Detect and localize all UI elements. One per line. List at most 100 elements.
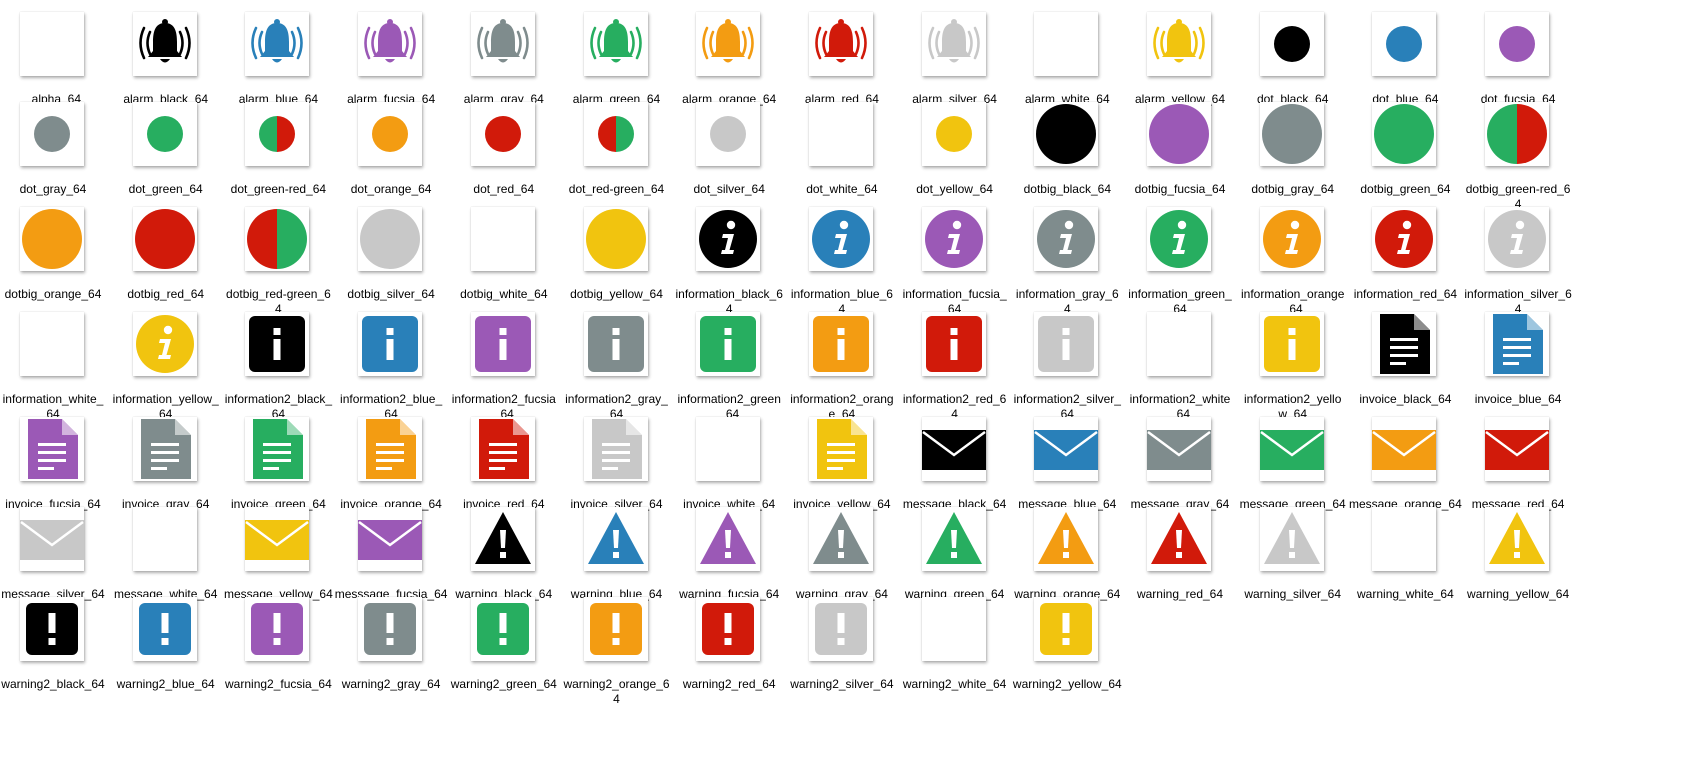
- information-square-icon: [696, 312, 761, 376]
- dot-icon: [1485, 12, 1550, 76]
- warning-square-icon: [132, 597, 197, 661]
- dot-icon: [696, 102, 761, 166]
- dot-icon: [132, 102, 197, 166]
- alarm-bell-icon: [470, 12, 535, 76]
- warning-square-icon: [921, 597, 986, 661]
- alarm-bell-icon: [132, 12, 197, 76]
- file-name-label: dot_green_64: [128, 182, 203, 196]
- information-circle-icon: [132, 312, 197, 376]
- dot-icon: [808, 102, 873, 166]
- invoice-document-icon: [1372, 312, 1437, 376]
- big-dot-icon: [358, 207, 423, 271]
- alarm-bell-icon: [583, 12, 648, 76]
- information-square-icon: [470, 312, 535, 376]
- warning-square-icon: [808, 597, 873, 661]
- file-name-label: information_silver_6 4: [1464, 287, 1572, 316]
- alarm-bell-icon: [921, 12, 986, 76]
- warning-triangle-icon: [1034, 507, 1099, 571]
- information-square-icon: [1259, 312, 1324, 376]
- file-name-label: warning_white_64: [1357, 587, 1454, 601]
- invoice-document-icon: [696, 417, 761, 481]
- information-circle-icon: [1485, 207, 1550, 271]
- alarm-bell-icon: [696, 12, 761, 76]
- alarm-bell-icon: [808, 12, 873, 76]
- warning-triangle-icon: [583, 507, 648, 571]
- file-name-label: warning2_green_64: [450, 677, 557, 691]
- big-dot-icon: [470, 207, 535, 271]
- warning-square-icon: [20, 597, 84, 661]
- file-name-label: dot_white_64: [806, 182, 878, 196]
- information-square-icon: [358, 312, 423, 376]
- file-name-label: dotbig_silver_64: [347, 287, 435, 301]
- big-dot-icon: [20, 207, 84, 271]
- warning-square-icon: [583, 597, 648, 661]
- invoice-document-icon: [245, 417, 310, 481]
- information-circle-icon: [1034, 207, 1099, 271]
- file-name-label: dotbig_gray_64: [1251, 182, 1335, 196]
- warning-triangle-icon: [1485, 507, 1550, 571]
- file-name-label: dotbig_white_64: [460, 287, 548, 301]
- file-name-label: warning2_silver_64: [790, 677, 894, 691]
- information-circle-icon: [808, 207, 873, 271]
- file-name-label: dot_gray_64: [19, 182, 87, 196]
- warning-triangle-icon: [1147, 507, 1211, 571]
- information-circle-icon: [696, 207, 761, 271]
- blank-icon: [20, 12, 84, 76]
- file-name-label: information_black_6 4: [675, 287, 783, 316]
- file-name-label: dotbig_red-green_6 4: [226, 287, 331, 316]
- warning-triangle-icon: [1259, 507, 1324, 571]
- message-envelope-icon: [921, 417, 986, 481]
- warning-square-icon: [358, 597, 423, 661]
- file-name-label: information_gray_6 4: [1015, 287, 1119, 316]
- file-name-label: dot_red_64: [473, 182, 535, 196]
- file-name-label: information_red_64: [1353, 287, 1458, 301]
- warning-square-icon: [696, 597, 761, 661]
- file-name-label: dotbig_red_64: [127, 287, 205, 301]
- message-envelope-icon: [132, 507, 197, 571]
- file-name-label: information2_red_6 4: [902, 392, 1007, 421]
- message-envelope-icon: [245, 507, 310, 571]
- invoice-document-icon: [358, 417, 423, 481]
- file-name-label: warning2_gray_64: [341, 677, 441, 691]
- file-name-label: dotbig_green-red_6 4: [1465, 182, 1571, 211]
- file-name-label: dotbig_yellow_64: [570, 287, 663, 301]
- big-dot-icon: [583, 207, 648, 271]
- dot-icon: [358, 102, 423, 166]
- file-name-label: warning2_white_64: [902, 677, 1007, 691]
- dot-icon: [1259, 12, 1324, 76]
- information-circle-icon: [921, 207, 986, 271]
- big-dot-icon: [1034, 102, 1099, 166]
- file-name-label: dot_silver_64: [693, 182, 765, 196]
- warning-square-icon: [1034, 597, 1099, 661]
- warning-triangle-icon: [808, 507, 873, 571]
- alarm-bell-icon: [1034, 12, 1099, 76]
- file-name-label: warning2_orange_6 4: [563, 677, 670, 706]
- file-name-label: dotbig_fucsia_64: [1134, 182, 1226, 196]
- big-dot-icon: [1485, 102, 1550, 166]
- file-name-label: dotbig_black_64: [1023, 182, 1111, 196]
- big-dot-icon: [245, 207, 310, 271]
- warning-square-icon: [245, 597, 310, 661]
- file-name-label: dot_red-green_64: [568, 182, 665, 196]
- message-envelope-icon: [1259, 417, 1324, 481]
- alarm-bell-icon: [245, 12, 310, 76]
- alarm-bell-icon: [358, 12, 423, 76]
- file-name-label: warning2_yellow_64: [1012, 677, 1122, 691]
- information-square-icon: [921, 312, 986, 376]
- file-name-label: dot_yellow_64: [916, 182, 993, 196]
- file-name-label: dotbig_orange_64: [4, 287, 102, 301]
- dot-icon: [921, 102, 986, 166]
- information-square-icon: [1147, 312, 1211, 376]
- alarm-bell-icon: [1147, 12, 1211, 76]
- information-circle-icon: [1372, 207, 1437, 271]
- invoice-document-icon: [470, 417, 535, 481]
- message-envelope-icon: [1372, 417, 1437, 481]
- warning-triangle-icon: [696, 507, 761, 571]
- file-name-label: warning_yellow_64: [1467, 587, 1570, 601]
- file-name-label: information_blue_6 4: [790, 287, 893, 316]
- big-dot-icon: [1372, 102, 1437, 166]
- warning-triangle-icon: [1372, 507, 1437, 571]
- file-name-label: dot_orange_64: [350, 182, 432, 196]
- file-name-label: warning2_blue_64: [116, 677, 215, 691]
